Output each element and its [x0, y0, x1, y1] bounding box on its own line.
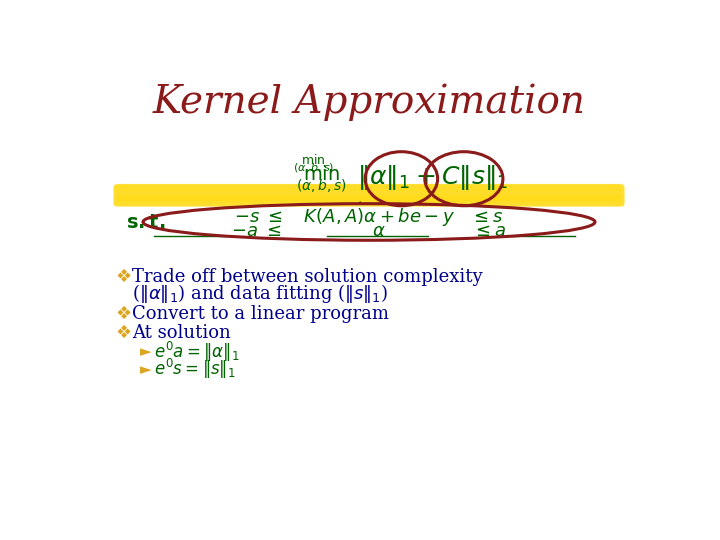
Text: $e^0s = \|s\|_1$: $e^0s = \|s\|_1$ [154, 357, 236, 381]
FancyBboxPatch shape [116, 193, 622, 201]
Text: Trade off between solution complexity: Trade off between solution complexity [132, 268, 482, 286]
Text: $\mathrm{min}$: $\mathrm{min}$ [301, 153, 325, 167]
Text: $\mathbf{s.t.}$: $\mathbf{s.t.}$ [126, 214, 166, 232]
Text: $(\alpha,b,s)$: $(\alpha,b,s)$ [292, 161, 334, 174]
FancyBboxPatch shape [114, 184, 624, 207]
Text: $e^0a = \|\alpha\|_1$: $e^0a = \|\alpha\|_1$ [154, 340, 240, 364]
Text: ❖: ❖ [115, 305, 132, 323]
Text: ❖: ❖ [115, 324, 132, 342]
Text: Kernel Approximation: Kernel Approximation [153, 84, 585, 121]
Text: Convert to a linear program: Convert to a linear program [132, 305, 389, 323]
Text: $\mathrm{min}$: $\mathrm{min}$ [303, 165, 340, 185]
FancyBboxPatch shape [116, 184, 622, 192]
Text: ►: ► [140, 362, 152, 377]
Text: $-s\ \leq\quad K(A,A\')\alpha + be - y\quad \leq s$: $-s\ \leq\quad K(A,A\')\alpha + be - y\q… [234, 200, 504, 229]
Text: ►: ► [140, 344, 152, 359]
Text: ❖: ❖ [115, 268, 132, 286]
Text: At solution: At solution [132, 324, 230, 342]
Text: $(\alpha,b,s)$: $(\alpha,b,s)$ [296, 177, 347, 194]
Text: $\|\alpha\|_1 + C\|s\|_1$: $\|\alpha\|_1 + C\|s\|_1$ [357, 163, 509, 192]
FancyBboxPatch shape [116, 196, 622, 205]
Text: ($\|\alpha\|_1$) and data fitting ($\|s\|_1$): ($\|\alpha\|_1$) and data fitting ($\|s\… [132, 282, 388, 305]
Text: $-a\ \leq\quad\quad\quad\quad\quad \alpha\quad\quad\quad\quad\quad \leq a$: $-a\ \leq\quad\quad\quad\quad\quad \alph… [231, 222, 507, 240]
